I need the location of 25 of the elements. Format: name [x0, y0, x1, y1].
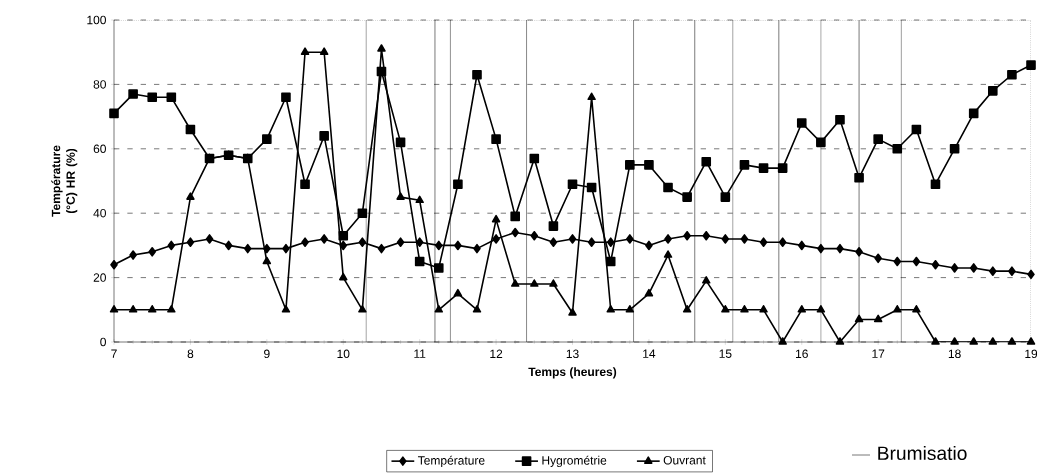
y-tick-label: 80 — [93, 80, 106, 89]
x-tick-label: 18 — [948, 349, 961, 359]
x-tick-label: 10 — [337, 349, 350, 359]
y-tick-label: 60 — [93, 144, 106, 154]
x-tick-label: 7 — [111, 349, 117, 358]
y-tick-label: 0 — [100, 337, 106, 347]
x-tick-label: 11 — [414, 349, 426, 358]
legend-label: Température — [417, 455, 485, 468]
x-tick-label: 19 — [1025, 349, 1037, 359]
y-axis-title: Température (°C) HR (%) — [51, 145, 78, 217]
x-tick-label: 17 — [872, 349, 885, 358]
x-tick-label: 16 — [796, 349, 808, 359]
legend-label: Ouvrant — [663, 455, 706, 465]
x-tick-label: 12 — [490, 349, 503, 358]
x-tick-label: 9 — [264, 349, 270, 359]
y-tick-label: 20 — [93, 273, 106, 282]
y-tick-label: 100 — [87, 15, 106, 25]
x-tick-label: 15 — [719, 349, 732, 358]
x-tick-label: 13 — [566, 349, 579, 359]
x-axis-title: Temps (heures) — [528, 367, 617, 379]
legend-label: Hygrométrie — [542, 455, 607, 468]
text: Brumisatio — [878, 445, 967, 461]
x-tick-label: 14 — [643, 349, 656, 358]
y-tick-label: 40 — [93, 208, 106, 218]
x-tick-label: 8 — [187, 349, 194, 359]
